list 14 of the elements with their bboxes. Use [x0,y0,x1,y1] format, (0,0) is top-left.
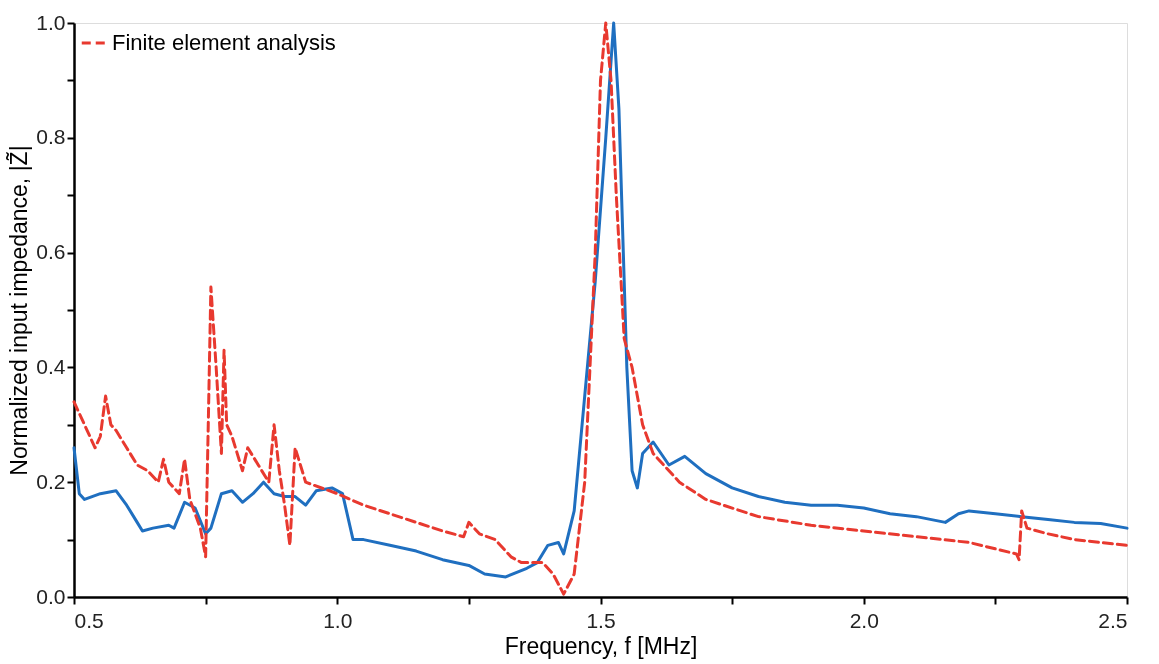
y-tick-label: 0.2 [36,469,66,493]
y-tick-label: 0.8 [36,125,66,149]
y-tick-label: 0.0 [36,584,66,608]
x-tick-label: 1.0 [323,608,353,632]
y-tick-label: 1.0 [36,10,66,34]
y-tick-label: 0.6 [36,240,66,264]
x-axis-title: Frequency, f [MHz] [504,632,698,659]
y-tick-label: 0.4 [36,354,66,378]
x-tick-label: 0.5 [74,608,104,632]
x-tick-label: 1.5 [586,608,616,632]
legend-label: Finite element analysis [112,30,336,55]
y-axis-title: Normalized input impedance, |Z̃| [6,145,33,476]
x-tick-label: 2.0 [849,608,879,632]
x-tick-label: 2.5 [1098,608,1128,632]
